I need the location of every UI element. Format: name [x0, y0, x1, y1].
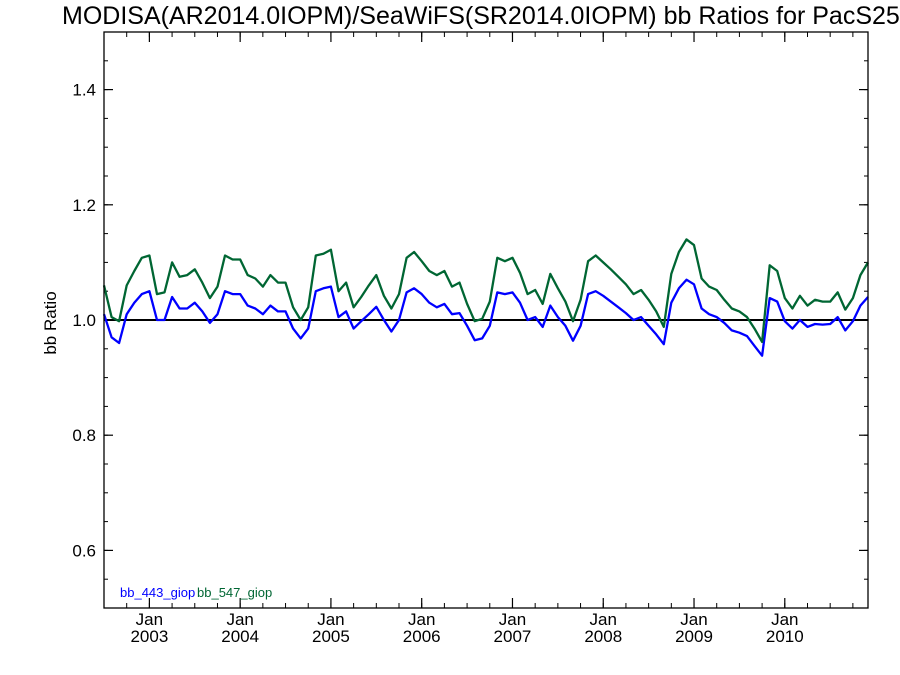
x-tick-label-year: 2004	[221, 627, 259, 646]
x-tick-label-month: Jan	[680, 610, 707, 629]
x-tick-label-month: Jan	[136, 610, 163, 629]
y-tick-label: 1.2	[72, 196, 96, 215]
x-tick-label-year: 2003	[130, 627, 168, 646]
series-line-bb-547-giop	[102, 238, 869, 344]
plot-axes	[103, 31, 868, 609]
series-layer	[102, 238, 869, 357]
x-tick-label-year: 2007	[494, 627, 532, 646]
x-tick-label-year: 2008	[584, 627, 622, 646]
x-tick-label-month: Jan	[226, 610, 253, 629]
x-tick-label-year: 2009	[675, 627, 713, 646]
plot-frame	[103, 31, 869, 609]
x-tick-label-month: Jan	[771, 610, 798, 629]
x-tick-label-month: Jan	[499, 610, 526, 629]
x-tick-label-year: 2005	[312, 627, 350, 646]
x-tick-label-month: Jan	[408, 610, 435, 629]
tick-labels: 0.60.81.01.21.4Jan2003Jan2004Jan2005Jan2…	[72, 81, 803, 646]
chart-title: MODISA(AR2014.0IOPM)/SeaWiFS(SR2014.0IOP…	[62, 2, 900, 30]
legend: bb_443_giop bb_547_giop	[120, 585, 272, 600]
x-tick-label-year: 2010	[766, 627, 804, 646]
legend-item: bb_547_giop	[197, 585, 272, 600]
legend-item: bb_443_giop	[120, 585, 195, 600]
series-line-bb-443-giop	[102, 278, 869, 357]
x-tick-label-year: 2006	[403, 627, 441, 646]
y-tick-label: 0.6	[72, 541, 96, 560]
y-tick-label: 0.8	[72, 426, 96, 445]
x-tick-label-month: Jan	[317, 610, 344, 629]
y-axis-label: bb Ratio	[41, 291, 60, 354]
y-tick-label: 1.0	[72, 311, 96, 330]
y-tick-label: 1.4	[72, 81, 96, 100]
x-tick-label-month: Jan	[590, 610, 617, 629]
